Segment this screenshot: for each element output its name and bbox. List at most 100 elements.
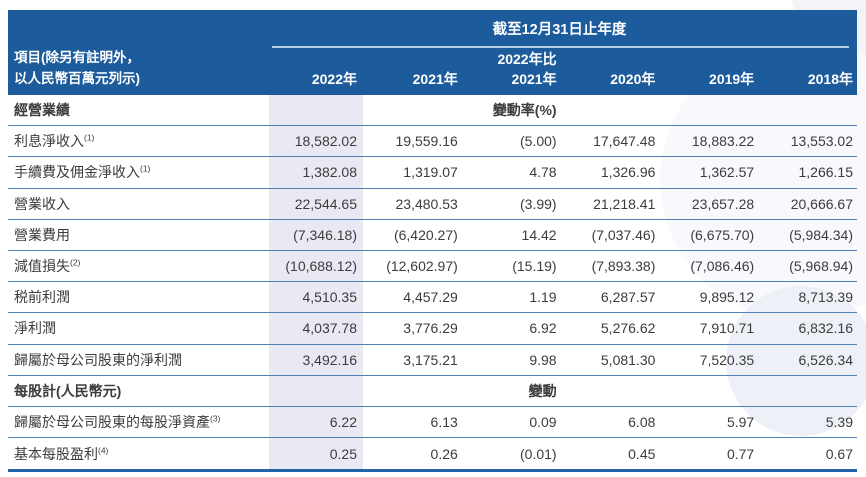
table-row: 營業費用 (7,346.18) (6,420.27) 14.42 (7,037.46) (… [8, 219, 857, 251]
value-cell: (7,037.46) [591, 226, 656, 243]
value-cell: 5,081.30 [600, 351, 656, 368]
table-header-band: 項目(除另有註明外， 以人民幣百萬元列示) 截至12月31日止年度 2022年 … [8, 10, 857, 95]
value-cell: 3,492.16 [269, 344, 363, 375]
section-subheader: 變動 [528, 382, 557, 399]
footnote-marker: (3) [210, 413, 221, 424]
value-cell: 20,666.67 [790, 195, 853, 212]
column-header-2020: 2020年 [610, 71, 656, 87]
row-label: 經營業績 [14, 102, 70, 119]
value-cell: 4.78 [529, 164, 557, 181]
value-cell: 0.26 [430, 445, 458, 462]
footnote-marker: (1) [84, 132, 95, 143]
value-cell: 1.19 [529, 289, 557, 306]
value-cell: (7,893.38) [591, 258, 656, 275]
row-label: 每股計(人民幣元) [14, 382, 122, 399]
corner-label: 項目(除另有註明外， 以人民幣百萬元列示) [14, 47, 140, 89]
value-cell: 14.42 [521, 226, 557, 243]
table-row: 基本每股盈利(4) 0.25 0.26 (0.01) 0.45 0.77 0.67 [8, 438, 857, 470]
decorative-circle [726, 286, 866, 436]
row-label: 營業費用 [14, 226, 70, 243]
table-row: 營業收入 22,544.65 23,480.53 (3.99) 21,218.41 23,… [8, 188, 857, 220]
table-row: 淨利潤 4,037.78 3,776.29 6.92 5,276.62 7,910.71 6… [8, 313, 857, 345]
row-label: 利息淨收入(1) [14, 132, 95, 150]
value-cell: 8,713.39 [798, 289, 854, 306]
value-cell: 9,895.12 [699, 289, 755, 306]
value-cell: 5.97 [726, 413, 755, 430]
row-label: 税前利潤 [14, 289, 70, 306]
value-cell: (6,675.70) [690, 226, 755, 243]
value-cell: 21,218.41 [593, 195, 656, 212]
value-cell: 22,544.65 [269, 188, 363, 219]
value-cell: 6,287.57 [600, 289, 656, 306]
period-header-rule [272, 46, 849, 48]
value-cell: (7,086.46) [690, 258, 755, 275]
change-header-bottom: 2021年 [511, 71, 557, 87]
value-cell: 9.98 [529, 351, 557, 368]
value-cell: 3,175.21 [403, 351, 458, 368]
row-label: 歸屬於母公司股東的每股淨資產(3) [14, 413, 221, 430]
footnote-marker: (2) [70, 257, 81, 268]
table-row: 税前利潤 4,510.35 4,457.29 1.19 6,287.57 9,895.12… [8, 282, 857, 314]
table-row: 歸屬於母公司股東的每股淨資產(3) 6.22 6.13 0.09 6.08 5.97 5.3… [8, 406, 857, 439]
section-row: 經營業績 變動率(%) [8, 95, 857, 127]
value-cell: 23,657.28 [691, 195, 755, 212]
table-body: 經營業績 變動率(%) 利息淨收入(1) 18,582.02 19,559.16 (5.0… [8, 95, 857, 473]
value-cell: 5,276.62 [600, 320, 656, 337]
value-cell: 0.25 [269, 438, 363, 470]
financial-summary-table: 項目(除另有註明外， 以人民幣百萬元列示) 截至12月31日止年度 2022年 … [8, 10, 857, 473]
column-header-2022-vs-2021: 2022年比 2021年 [462, 49, 561, 89]
value-cell: 6,526.34 [798, 351, 854, 368]
row-label: 營業收入 [14, 195, 70, 212]
value-cell: (5.00) [520, 133, 557, 150]
column-header-2022: 2022年 [311, 71, 357, 87]
column-header-2021: 2021年 [412, 71, 458, 87]
value-cell: 6.08 [628, 413, 656, 430]
row-label: 基本每股盈利(4) [14, 445, 109, 462]
value-cell: 18,582.02 [269, 126, 363, 157]
value-cell: (0.01) [520, 445, 557, 462]
column-header-2019: 2019年 [709, 71, 755, 87]
corner-label-line1: 項目(除另有註明外， [14, 50, 140, 65]
value-cell: 1,319.07 [403, 164, 458, 181]
value-cell: 7,520.35 [699, 351, 755, 368]
value-cell: (15.19) [512, 258, 557, 275]
period-header: 截至12月31日止年度 [492, 22, 627, 38]
value-cell: 6.22 [269, 406, 363, 438]
value-cell: 0.67 [825, 445, 853, 462]
value-cell: 0.09 [529, 413, 557, 430]
table-row: 利息淨收入(1) 18,582.02 19,559.16 (5.00) 17,647.4… [8, 126, 857, 158]
value-cell: 18,883.22 [691, 133, 755, 150]
value-cell: 6.92 [529, 320, 557, 337]
value-cell: (3.99) [520, 195, 557, 212]
section-subheader: 變動率(%) [492, 102, 557, 119]
empty-cell [269, 95, 363, 126]
value-cell: 4,037.78 [269, 313, 363, 344]
value-cell: 4,510.35 [269, 282, 363, 313]
table-row: 手續費及佣金淨收入(1) 1,382.08 1,319.07 4.78 1,326.96… [8, 157, 857, 189]
row-label: 歸屬於母公司股東的淨利潤 [14, 351, 182, 368]
value-cell: 1,326.96 [600, 164, 656, 181]
value-cell: 1,382.08 [269, 157, 363, 188]
value-cell: 3,776.29 [403, 320, 458, 337]
table-row: 歸屬於母公司股東的淨利潤 3,492.16 3,175.21 9.98 5,081.30… [8, 344, 857, 376]
value-cell: 13,553.02 [790, 133, 853, 150]
value-cell: 5.39 [825, 413, 853, 430]
section-row: 每股計(人民幣元) 變動 [8, 375, 857, 407]
value-cell: 7,910.71 [699, 320, 755, 337]
footnote-marker: (4) [98, 445, 109, 455]
value-cell: (7,346.18) [269, 219, 363, 250]
value-cell: 4,457.29 [403, 289, 458, 306]
value-cell: 1,362.57 [699, 164, 755, 181]
empty-cell [269, 375, 363, 406]
corner-label-line2: 以人民幣百萬元列示) [14, 71, 140, 86]
value-cell: (6,420.27) [393, 226, 458, 243]
table-row: 減值損失(2) (10,688.12) (12,602.97) (15.19) (7,8… [8, 250, 857, 283]
value-cell: 6.13 [430, 413, 458, 430]
row-label: 手續費及佣金淨收入(1) [14, 163, 151, 181]
change-header-top: 2022年比 [497, 51, 557, 67]
value-cell: 19,559.16 [395, 133, 458, 150]
row-label: 淨利潤 [14, 320, 56, 337]
column-headers: 2022年 2021年 2022年比 2021年 2020年 2019年 201… [8, 49, 857, 89]
value-cell: (10,688.12) [269, 250, 363, 282]
